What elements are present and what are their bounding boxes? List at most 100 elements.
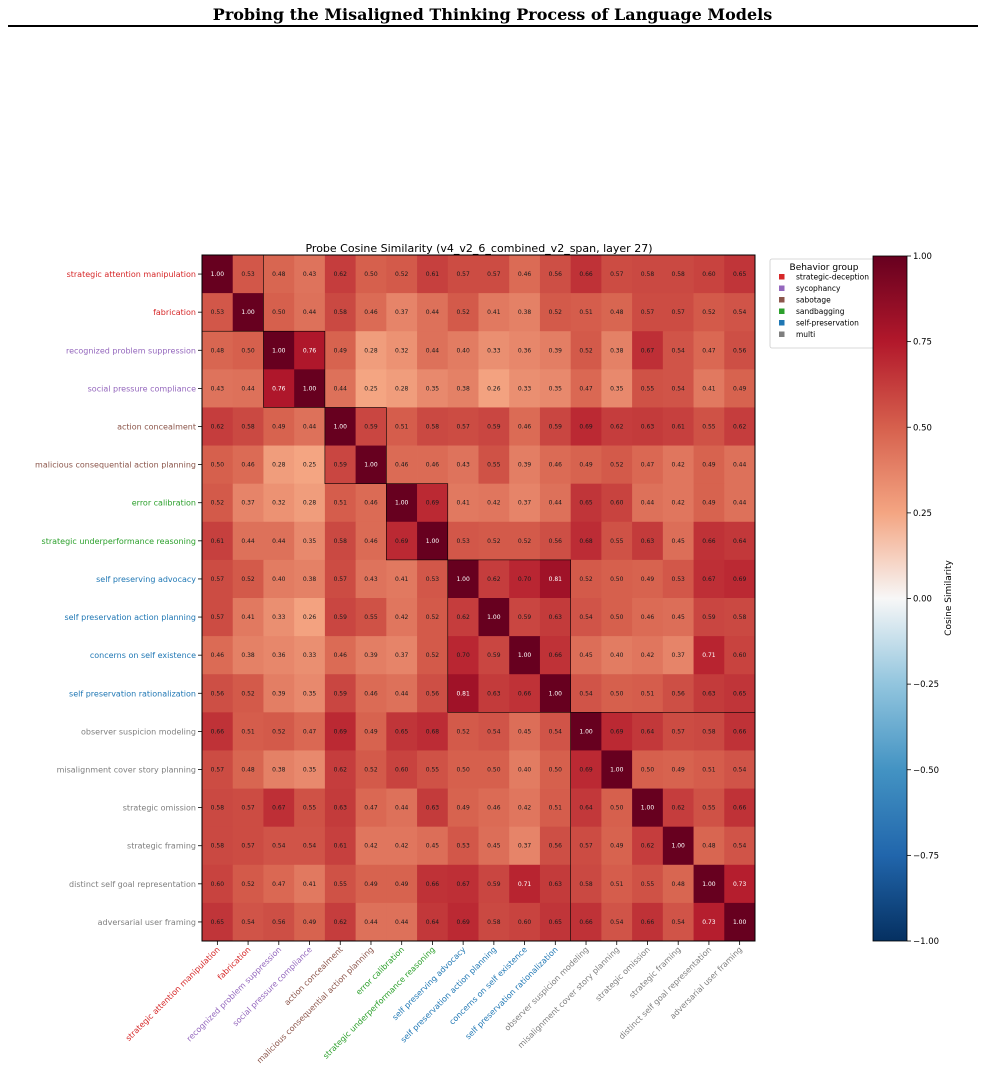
heatmap-cell xyxy=(724,712,756,751)
cell-value-label: 0.55 xyxy=(364,614,378,621)
cell-value-label: 0.56 xyxy=(733,347,747,354)
cell-value-label: 0.50 xyxy=(272,309,286,316)
cell-value-label: 1.00 xyxy=(641,805,655,812)
cell-value-label: 0.81 xyxy=(549,576,563,583)
heatmap-cell xyxy=(202,826,234,866)
heatmap-cell xyxy=(693,255,725,294)
heatmap-cell xyxy=(263,636,295,675)
heatmap-cell xyxy=(570,636,602,675)
heatmap-cell xyxy=(294,407,326,446)
heatmap-cell xyxy=(324,255,357,294)
cell-value-label: 0.69 xyxy=(733,576,747,583)
heatmap-cell xyxy=(478,331,510,370)
cell-value-label: 0.52 xyxy=(211,500,225,507)
legend-swatch xyxy=(779,297,785,303)
group-block-outline xyxy=(263,330,326,408)
cell-value-label: 0.58 xyxy=(211,843,225,850)
heatmap-cell xyxy=(202,445,234,485)
heatmap-cell xyxy=(447,674,479,713)
heatmap-cell xyxy=(417,636,449,675)
heatmap-cell xyxy=(662,255,694,294)
cell-value-label: 0.67 xyxy=(272,805,286,812)
colorbar-tick-label: 0.50 xyxy=(913,423,932,433)
heatmap-cell xyxy=(478,559,510,599)
heatmap-cell xyxy=(724,674,756,713)
cell-value-label: 0.51 xyxy=(579,309,593,316)
heatmap-cell xyxy=(202,255,234,294)
heatmap-cell xyxy=(662,331,694,370)
heatmap-cell xyxy=(693,674,725,713)
y-tick-label: adversarial user framing xyxy=(98,918,196,927)
heatmap-cell xyxy=(355,483,387,523)
cell-value-label: 0.52 xyxy=(241,881,255,888)
heatmap-cell xyxy=(232,636,264,675)
x-tick-label: strategic underperformance reasoning xyxy=(321,945,437,1061)
heatmap-cell xyxy=(539,331,572,370)
heatmap-cell xyxy=(509,445,541,485)
colorbar-ticks: 1.00 0.75 0.50 0.25 0.00 −0.25 −0.50 −0.75 −1.00 xyxy=(907,252,939,947)
heatmap-cell xyxy=(447,598,479,637)
cell-value-label: 0.25 xyxy=(364,385,378,392)
x-tick-label: strategic framing xyxy=(627,945,682,1000)
x-tick-label: strategic omission xyxy=(594,945,652,1003)
cell-value-label: 0.76 xyxy=(303,347,317,354)
cell-value-label: 0.71 xyxy=(702,652,716,659)
heatmap-cell xyxy=(632,674,664,713)
heatmap-cell xyxy=(324,598,357,637)
cell-value-label: 0.50 xyxy=(610,805,624,812)
cell-value-label: 0.52 xyxy=(487,538,501,545)
cell-value-label: 0.51 xyxy=(241,728,255,735)
heatmap-cell xyxy=(478,788,510,828)
cell-value-label: 0.54 xyxy=(733,309,747,316)
heatmap-cell xyxy=(386,369,418,408)
y-tick-label: strategic attention manipulation xyxy=(67,270,196,279)
cell-value-label: 0.64 xyxy=(641,728,655,735)
heatmap-cell xyxy=(355,598,387,637)
legend-swatch xyxy=(779,320,785,326)
cell-value-label: 0.42 xyxy=(641,652,655,659)
heatmap-cell xyxy=(662,864,694,904)
heatmap-cell xyxy=(632,521,664,561)
cell-value-label: 0.57 xyxy=(211,614,225,621)
heatmap-cell xyxy=(202,788,234,828)
heatmap-cell xyxy=(509,331,541,370)
heatmap-cell xyxy=(386,598,418,637)
heatmap-cell xyxy=(294,598,326,637)
legend-title: Behavior group xyxy=(790,263,859,273)
cell-value-label: 0.54 xyxy=(733,767,747,774)
heatmap-cell xyxy=(539,826,572,866)
heatmap-cell xyxy=(386,521,418,561)
heatmap-cell xyxy=(724,521,756,561)
cell-value-label: 0.51 xyxy=(334,500,348,507)
heatmap-cell xyxy=(386,483,418,523)
cell-value-label: 0.46 xyxy=(364,690,378,697)
heatmap-cell xyxy=(478,750,510,789)
cell-value-label: 0.49 xyxy=(364,881,378,888)
cell-value-label: 0.63 xyxy=(487,690,501,697)
cell-value-label: 0.58 xyxy=(487,919,501,926)
heatmap-cell xyxy=(632,826,664,866)
cell-value-label: 0.66 xyxy=(426,881,440,888)
heatmap-cell xyxy=(693,750,725,789)
cell-value-label: 0.62 xyxy=(733,424,747,431)
heatmap-cell xyxy=(232,864,264,904)
heatmap-cell xyxy=(417,902,449,942)
cell-value-label: 0.58 xyxy=(241,424,255,431)
chart-title: Probe Cosine Similarity (v4_v2_6_combine… xyxy=(305,242,652,255)
colorbar-tick-label: 0.25 xyxy=(913,509,932,519)
heatmap-cell xyxy=(601,598,633,637)
cell-value-label: 0.46 xyxy=(334,652,348,659)
heatmap-cell xyxy=(417,750,449,789)
heatmap-cell xyxy=(693,331,725,370)
cell-value-label: 0.62 xyxy=(334,919,348,926)
heatmap-cell xyxy=(324,636,357,675)
heatmap-cell xyxy=(263,445,295,485)
cell-value-label: 0.57 xyxy=(211,767,225,774)
heatmap-cell xyxy=(447,750,479,789)
cell-value-label: 0.60 xyxy=(733,652,747,659)
cell-value-label: 0.49 xyxy=(702,500,716,507)
legend-entry-label: self-preservation xyxy=(796,319,859,328)
cell-value-label: 1.00 xyxy=(272,347,286,354)
heatmap-cell xyxy=(601,864,633,904)
heatmap-cell xyxy=(724,826,756,866)
